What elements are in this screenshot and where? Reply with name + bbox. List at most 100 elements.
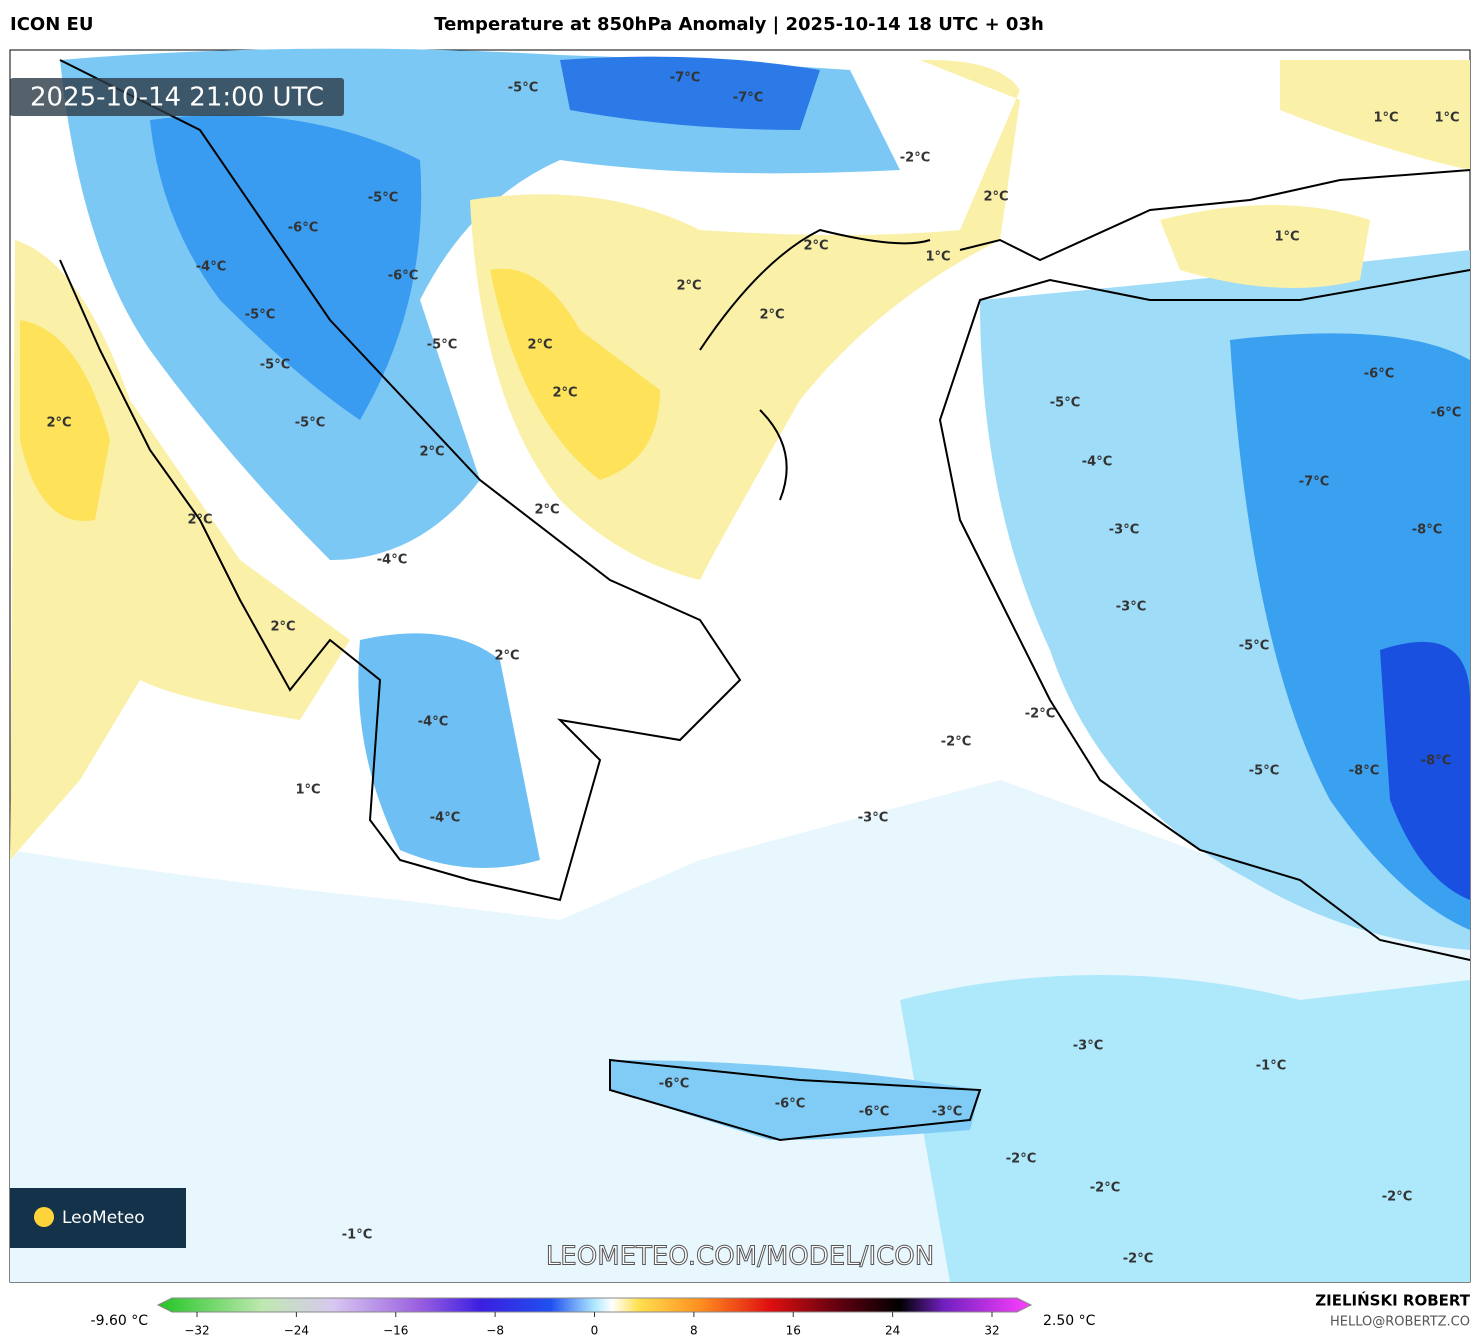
colorbar-gradient (156, 1297, 1033, 1313)
contour-label: -5°C (368, 191, 398, 206)
contour-label: -6°C (388, 269, 418, 284)
contour-label: -5°C (295, 416, 325, 431)
contour-label: -8°C (1412, 523, 1442, 538)
contour-label: 1°C (1373, 111, 1398, 126)
contour-label: -3°C (1073, 1039, 1103, 1054)
contour-label: 2°C (803, 239, 828, 254)
colorbar: -9.60 °C 2.50 °C −32 −24 −16 −8 0 8 16 24 32 (91, 1297, 1096, 1338)
author: ZIELIŃSKI ROBERT (1315, 1291, 1470, 1310)
anomaly-area (358, 633, 540, 868)
contour-label: -6°C (859, 1105, 889, 1120)
anomaly-area (1160, 205, 1370, 288)
colorbar-min: -9.60 °C (91, 1313, 149, 1329)
contour-label: -1°C (1256, 1059, 1286, 1074)
contour-label: 2°C (270, 620, 295, 635)
colorbar-tick-label: −24 (284, 1324, 309, 1338)
contour-label: -3°C (932, 1105, 962, 1120)
colorbar-ticks: −32 −24 −16 −8 0 8 16 24 32 (184, 1312, 1000, 1338)
colorbar-tick-label: 24 (885, 1324, 900, 1338)
contour-label: -2°C (1025, 707, 1055, 722)
contour-label: -5°C (245, 308, 275, 323)
anomaly-area (1380, 641, 1470, 900)
contour-label: -2°C (941, 735, 971, 750)
coastline (59, 59, 742, 902)
contour-label: 2°C (527, 338, 552, 353)
contour-label: -5°C (1249, 764, 1279, 779)
anomaly-area (610, 1060, 980, 1140)
contour-label: 1°C (925, 250, 950, 265)
contour-label: -5°C (260, 358, 290, 373)
contour-label: 2°C (983, 190, 1008, 205)
contour-label: 1°C (1434, 111, 1459, 126)
colorbar-max: 2.50 °C (1043, 1313, 1096, 1329)
contour-label: 1°C (1274, 230, 1299, 245)
contour-label: 2°C (187, 513, 212, 528)
contour-label: -3°C (858, 811, 888, 826)
colorbar-tick-label: 0 (591, 1324, 599, 1338)
colorbar-tick-label: 8 (690, 1324, 698, 1338)
contour-label: -3°C (1109, 523, 1139, 538)
contour-label: -8°C (1349, 764, 1379, 779)
contour-labels: -7°C -7°C -5°C -2°C 2°C 1°C 1°C -5°C -6°C -4°C -6°… (46, 71, 1461, 1267)
anomaly-area (10, 240, 350, 860)
contour-label: -8°C (1421, 754, 1451, 769)
anomaly-area (490, 268, 660, 480)
colorbar-tick-label: −8 (486, 1324, 504, 1338)
coastline (959, 169, 1471, 262)
contour-label: 1°C (295, 783, 320, 798)
contour-label: -4°C (196, 260, 226, 275)
colorbar-tick-label: −16 (383, 1324, 408, 1338)
contour-label: 2°C (534, 503, 559, 518)
contour-label: -6°C (775, 1097, 805, 1112)
contour-label: -4°C (430, 811, 460, 826)
contour-label: -7°C (733, 91, 763, 106)
contour-label: 2°C (552, 386, 577, 401)
contour-label: -3°C (1116, 600, 1146, 615)
contour-label: -6°C (1364, 367, 1394, 382)
anomaly-area (900, 975, 1470, 1282)
contour-label: -4°C (377, 553, 407, 568)
contour-label: -6°C (288, 221, 318, 236)
contour-label: -5°C (508, 81, 538, 96)
colorbar-tick-label: 16 (786, 1324, 801, 1338)
colorbar-tick-label: 32 (984, 1324, 999, 1338)
contour-label: -2°C (1090, 1181, 1120, 1196)
contour-label: -4°C (418, 715, 448, 730)
coastline (699, 228, 931, 501)
contour-label: 2°C (676, 279, 701, 294)
watermark: LEOMETEO.COM/MODEL/ICON (546, 1242, 934, 1272)
contour-label: 2°C (494, 649, 519, 664)
logo-sun (34, 1207, 54, 1227)
contour-label: -4°C (1082, 455, 1112, 470)
coastline (938, 269, 1471, 961)
contour-label: -5°C (427, 338, 457, 353)
contour-label: -2°C (1382, 1190, 1412, 1205)
contour-label: -5°C (1050, 396, 1080, 411)
contour-label: -2°C (1006, 1152, 1036, 1167)
contour-label: 2°C (419, 445, 444, 460)
contour-label: 2°C (759, 308, 784, 323)
map: 2025-10-14 21:00 UTC -7°C -7°C -5°C -2°C 2°C… (9, 48, 1471, 1283)
anomaly-area (20, 320, 110, 521)
contour-label: -6°C (1431, 406, 1461, 421)
contour-label: -1°C (342, 1228, 372, 1243)
anomaly-area (560, 56, 820, 130)
contour-label: -5°C (1239, 639, 1269, 654)
email: HELLO@ROBERTZ.CO (1330, 1315, 1470, 1330)
colorbar-tick-label: −32 (184, 1324, 209, 1338)
contour-label: -2°C (900, 151, 930, 166)
map-title: Temperature at 850hPa Anomaly | 2025-10-… (434, 14, 1044, 35)
contour-label: -6°C (659, 1077, 689, 1092)
contour-label: -7°C (1299, 475, 1329, 490)
logo-text: LeoMeteo (62, 1208, 145, 1228)
coastline (609, 1058, 982, 1142)
contour-label: -7°C (670, 71, 700, 86)
timestamp-box (10, 78, 344, 116)
contour-label: 2°C (46, 416, 71, 431)
timestamp: 2025-10-14 21:00 UTC (30, 83, 324, 113)
contour-label: -2°C (1123, 1252, 1153, 1267)
model-name: ICON EU (10, 14, 93, 35)
anomaly-area (1280, 60, 1470, 170)
